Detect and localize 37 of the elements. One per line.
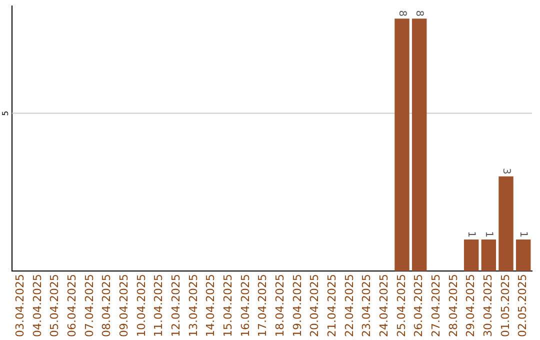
x-tick-label: 30.04.2025 xyxy=(482,274,495,338)
x-tick-label: 11.04.2025 xyxy=(152,274,166,338)
data-label: 3 xyxy=(500,168,512,174)
x-tick-label: 29.04.2025 xyxy=(464,274,478,338)
x-tick-label: 16.04.2025 xyxy=(238,274,252,338)
x-tick-label: 22.04.2025 xyxy=(342,274,356,338)
x-tick-label: 27.04.2025 xyxy=(430,274,443,338)
data-label: 8 xyxy=(396,10,408,17)
x-tick-label: 21.04.2025 xyxy=(326,274,339,338)
x-tick-label: 24.04.2025 xyxy=(378,274,391,338)
x-tick-label: 01.05.2025 xyxy=(498,274,512,338)
data-label: 1 xyxy=(518,231,529,238)
x-tick-label: 05.04.2025 xyxy=(48,274,62,338)
x-tick-label: 06.04.2025 xyxy=(66,274,79,338)
x-tick-label: 19.04.2025 xyxy=(290,274,304,338)
x-tick-label: 02.05.2025 xyxy=(516,274,530,338)
x-tick-label: 12.04.2025 xyxy=(170,274,183,338)
x-tick-label: 13.04.2025 xyxy=(186,274,200,338)
x-tick-label: 23.04.2025 xyxy=(360,274,374,338)
x-tick-label: 25.04.2025 xyxy=(394,274,408,338)
x-tick-label: 08.04.2025 xyxy=(100,274,114,338)
data-label: 1 xyxy=(483,231,494,238)
data-label: 8 xyxy=(414,10,425,17)
x-tick-label: 26.04.2025 xyxy=(412,274,426,338)
x-tick-label: 10.04.2025 xyxy=(134,274,148,338)
x-tick-label: 14.04.2025 xyxy=(204,274,218,338)
ref-line-label: 5 xyxy=(1,110,10,116)
x-tick-label: 20.04.2025 xyxy=(308,274,322,338)
x-tick-label: 04.04.2025 xyxy=(30,274,44,338)
x-tick-label: 15.04.2025 xyxy=(222,274,235,338)
x-tick-label: 18.04.2025 xyxy=(274,274,287,338)
data-label: 1 xyxy=(466,231,477,238)
x-tick-label: 03.04.2025 xyxy=(14,274,27,338)
x-tick-label: 17.04.2025 xyxy=(256,274,270,338)
x-tick-label: 09.04.2025 xyxy=(118,274,131,338)
x-tick-label: 28.04.2025 xyxy=(446,274,460,338)
x-tick-label: 07.04.2025 xyxy=(82,274,96,338)
